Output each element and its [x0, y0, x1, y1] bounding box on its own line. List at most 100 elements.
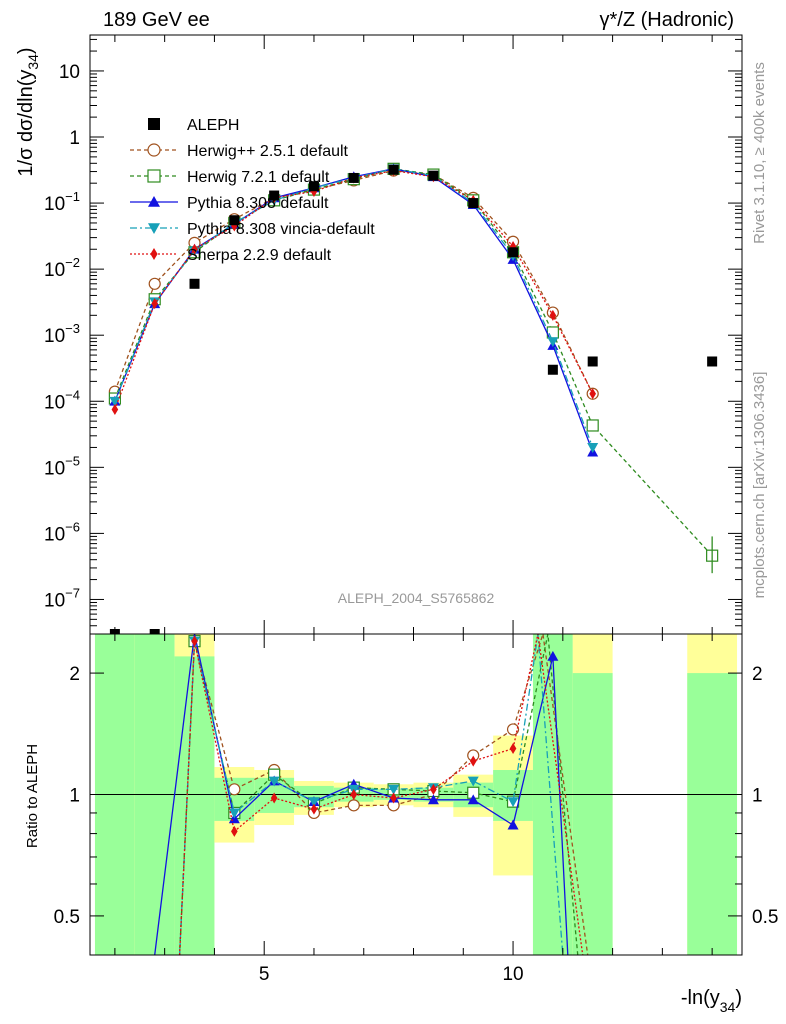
ratio-series-point: [506, 723, 520, 736]
series-line: [114, 168, 713, 557]
ratio-series-sherpa-2-2-9-default: [178, 634, 584, 955]
series-point: [587, 443, 599, 453]
series-point: [109, 396, 121, 407]
ratio-series-point: [228, 783, 241, 796]
legend-marker: [148, 223, 160, 234]
ratio-series-point: [350, 789, 358, 800]
aleph-point: [149, 629, 160, 634]
main-y-tick-base: 10: [44, 392, 65, 413]
ratio-series-point: [430, 783, 437, 795]
main-y-tick-exponent: −2: [65, 255, 80, 270]
ratio-series-line: [178, 634, 579, 955]
aleph-point: [508, 247, 519, 258]
ratio-series-point: [469, 755, 477, 767]
main-y-tick-base: 10: [44, 458, 65, 479]
ratio-y-tick-label: 0.5: [54, 907, 80, 928]
series-point: [549, 309, 557, 321]
uncertainty-band-green: [687, 673, 738, 955]
ratio-series-line: [178, 634, 589, 955]
ratio-series-point: [231, 825, 238, 837]
legend-marker: [148, 196, 160, 207]
main-y-tick-label: 10−1: [44, 189, 80, 215]
aleph-point: [468, 198, 479, 209]
main-y-tick-label: 10−4: [44, 387, 80, 413]
aleph-point: [587, 356, 598, 367]
ratio-series-point: [507, 819, 519, 830]
legend-item-6: Sherpa 2.2.9 default: [130, 247, 332, 264]
ratio-series-point: [268, 776, 280, 787]
header-right-label: γ*/Z (Hadronic): [600, 9, 734, 31]
rivet-label: Rivet 3.1.10, ≥ 400k events: [751, 62, 768, 244]
ratio-y-tick-label: 2: [69, 664, 80, 685]
main-y-tick-label: 10−7: [44, 585, 80, 611]
aleph-point: [707, 356, 718, 367]
analysis-id-label: ALEPH_2004_S5765862: [338, 590, 495, 606]
main-y-tick-label: 10−3: [44, 321, 80, 347]
mcplots-label: mcplots.cern.ch [arXiv:1306.3436]: [751, 372, 768, 599]
main-y-tick-exponent: −1: [65, 189, 80, 204]
ratio-series-point: [467, 794, 479, 805]
legend-item-2: Herwig++ 2.5.1 default: [130, 143, 349, 160]
legend-item-1: ALEPH: [148, 117, 239, 134]
uncertainty-band-green: [572, 673, 613, 955]
ratio-series-point: [310, 803, 318, 815]
legend-item-4: Pythia 8.308 default: [130, 195, 329, 212]
main-y-tick-exponent: −5: [65, 453, 80, 468]
series-point: [148, 277, 161, 290]
series-point: [191, 243, 198, 255]
legend-marker: [150, 248, 158, 260]
ratio-y-axis-label: Ratio to ALEPH: [24, 744, 41, 848]
main-y-axis-label-sub: 34: [25, 54, 41, 70]
x-tick-label: 5: [259, 964, 270, 985]
main-y-tick-exponent: −3: [65, 321, 80, 336]
main-y-tick-label: 1: [69, 128, 80, 149]
main-y-tick-base: 10: [44, 326, 65, 347]
main-y-tick-label: 10−2: [44, 255, 80, 281]
header-left-label: 189 GeV ee: [103, 9, 210, 31]
main-y-tick-label: 10−6: [44, 519, 80, 545]
ratio-series-layer: [90, 634, 742, 955]
ratio-series-point: [509, 743, 517, 755]
x-tick-label: 10: [502, 964, 523, 985]
ratio-series-point: [507, 797, 519, 808]
aleph-point: [348, 172, 359, 183]
main-y-tick-exponent: −4: [65, 387, 80, 402]
ratio-series-point: [347, 799, 360, 812]
ratio-y-tick-label-right: 2: [752, 664, 763, 685]
legend-label: Herwig 7.2.1 default: [187, 169, 330, 186]
series-point: [589, 388, 596, 400]
x-axis-label: -ln(y34): [681, 987, 742, 1015]
ratio-series-point: [467, 776, 479, 787]
main-y-tick-base: 10: [44, 260, 65, 281]
legend-label: Pythia 8.308 default: [187, 195, 329, 212]
main-y-tick-label: 10: [59, 62, 80, 83]
legend-marker: [147, 143, 161, 157]
legend-label: Pythia 8.308 vincia-default: [187, 221, 375, 238]
aleph-point: [388, 164, 399, 175]
x-axis-label-sub: 34: [720, 999, 736, 1015]
legend-label: ALEPH: [187, 117, 239, 134]
aleph-point: [428, 170, 439, 181]
ratio-axes: 0.5 0.5 1 1 2 2 5 10: [54, 633, 778, 985]
aleph-point: [189, 278, 200, 289]
legend-marker: [147, 169, 161, 183]
ratio-y-tick-label: 1: [69, 786, 80, 807]
ratio-series-point: [547, 650, 559, 661]
series-point: [586, 419, 599, 432]
main-y-tick-base: 1: [69, 128, 80, 149]
aleph-point: [308, 181, 319, 192]
ratio-y-tick-label-right: 0.5: [752, 907, 778, 928]
ratio-series-point: [191, 635, 198, 647]
ratio-series-line: [154, 634, 569, 955]
main-y-tick-label: 10−5: [44, 453, 80, 479]
ratio-y-tick-label-right: 1: [752, 786, 763, 807]
main-y-tick-base: 10: [44, 194, 65, 215]
legend: ALEPH Herwig++ 2.5.1 default Herwig 7.2.1 …: [130, 117, 375, 264]
main-y-axis-label: 1/σ dσ/dln(y34): [15, 47, 41, 176]
series-point: [111, 404, 119, 416]
main-y-tick-exponent: −7: [65, 585, 80, 600]
ratio-series-point: [308, 797, 320, 808]
aleph-point: [269, 190, 280, 201]
main-y-tick-base: 10: [59, 62, 80, 83]
